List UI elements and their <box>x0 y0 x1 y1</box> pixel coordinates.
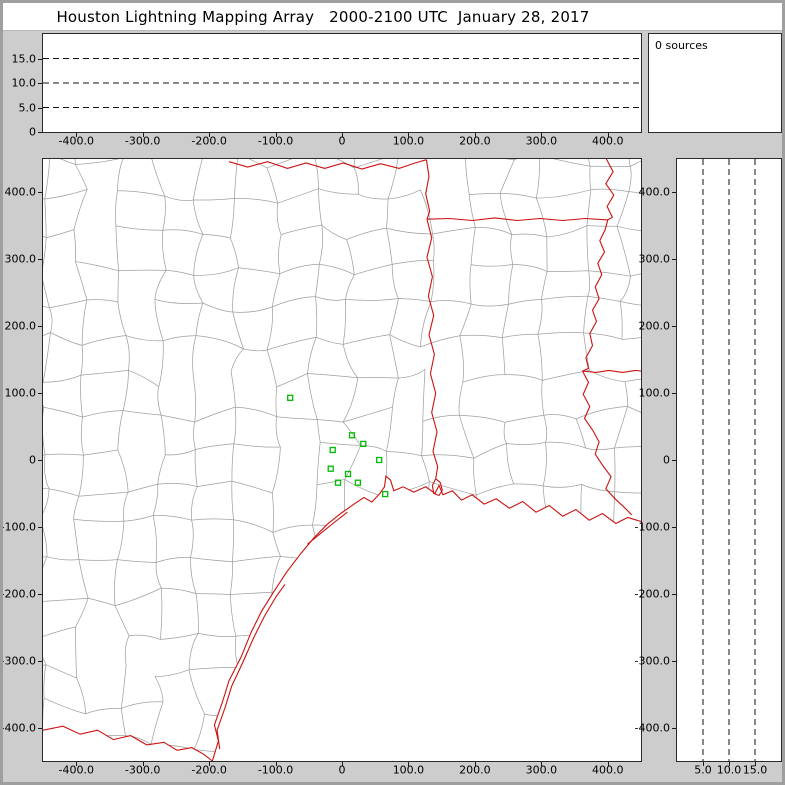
tick-label: 5.0 <box>694 763 712 777</box>
tick-label: 200.0 <box>459 134 491 148</box>
state-boundaries <box>43 159 641 761</box>
tick-mark <box>607 762 609 766</box>
tick-label: 10.0 <box>11 76 37 90</box>
tick-mark <box>672 326 676 328</box>
tick-mark <box>38 192 42 194</box>
tick-mark <box>38 259 42 261</box>
tick-mark <box>38 660 42 662</box>
tick-label: -300.0 <box>0 654 36 668</box>
tick-label: 200.0 <box>459 763 491 777</box>
tick-mark <box>541 133 543 137</box>
tick-label: -100.0 <box>634 520 670 534</box>
map-panel[interactable] <box>42 158 642 762</box>
map-plot <box>43 159 641 761</box>
tick-mark <box>672 660 676 662</box>
tick-mark <box>408 762 410 766</box>
tick-label: -200.0 <box>191 134 227 148</box>
altitude-ew-plot <box>43 58 641 108</box>
altitude-ns-panel[interactable] <box>676 158 782 762</box>
tick-label: 0 <box>663 453 670 467</box>
tick-label: 0 <box>29 453 36 467</box>
altitude-ew-panel[interactable] <box>42 33 642 133</box>
county-boundaries <box>43 159 641 761</box>
tick-mark <box>209 133 211 137</box>
tick-label: 100.0 <box>4 386 37 400</box>
tick-label: 400.0 <box>592 134 624 148</box>
tick-mark <box>408 133 410 137</box>
tick-label: -200.0 <box>634 587 670 601</box>
tick-mark <box>76 762 78 766</box>
tick-mark <box>209 762 211 766</box>
page-title: Houston Lightning Mapping Array 2000-210… <box>56 7 590 26</box>
tick-label: 100.0 <box>638 386 671 400</box>
tick-label: -400.0 <box>58 134 94 148</box>
tick-label: 200.0 <box>638 319 671 333</box>
tick-mark <box>275 133 277 137</box>
tick-mark <box>38 393 42 395</box>
tick-label: 200.0 <box>4 319 37 333</box>
tick-label: 0 <box>338 763 346 777</box>
tick-label: 0 <box>29 125 36 139</box>
tick-label: -100.0 <box>257 763 294 777</box>
tick-label: 100.0 <box>392 763 425 777</box>
tick-mark <box>38 460 42 461</box>
tick-mark <box>38 83 42 84</box>
tick-mark <box>474 133 476 137</box>
tick-mark <box>672 727 676 729</box>
tick-label: -200.0 <box>0 587 36 601</box>
tick-label: -200.0 <box>191 763 227 777</box>
tick-mark <box>672 593 676 595</box>
tick-mark <box>76 133 78 137</box>
sources-panel: 0 sources <box>648 33 782 133</box>
tick-label: 5.0 <box>18 101 37 114</box>
tick-label: 300.0 <box>638 252 671 266</box>
tick-label: -100.0 <box>0 520 36 534</box>
tick-mark <box>755 762 756 766</box>
tick-label: 400.0 <box>638 185 671 199</box>
tick-label: -400.0 <box>58 763 94 777</box>
sources-count-label: 0 sources <box>655 39 708 52</box>
tick-label: 15.0 <box>11 52 37 65</box>
tick-label: -100.0 <box>257 134 294 148</box>
tick-label: -300.0 <box>634 654 670 668</box>
tick-mark <box>541 762 543 766</box>
tick-label: 300.0 <box>4 252 37 266</box>
tick-mark <box>703 762 704 766</box>
tick-mark <box>672 393 676 395</box>
tick-label: 15.0 <box>742 763 768 777</box>
tick-mark <box>38 107 42 109</box>
tick-mark <box>474 762 476 766</box>
tick-label: 300.0 <box>525 763 558 777</box>
tick-mark <box>142 762 144 766</box>
tick-mark <box>38 593 42 595</box>
tick-mark <box>38 58 42 60</box>
tick-mark <box>672 192 676 194</box>
tick-mark <box>38 526 42 528</box>
tick-mark <box>342 762 343 766</box>
tick-mark <box>142 133 144 137</box>
tick-mark <box>38 326 42 328</box>
tick-label: -300.0 <box>124 134 161 148</box>
tick-mark <box>38 727 42 729</box>
tick-mark <box>672 460 676 461</box>
tick-mark <box>38 132 42 133</box>
tick-mark <box>342 133 343 137</box>
altitude-ns-plot <box>702 159 756 761</box>
station-markers <box>287 394 389 498</box>
tick-label: 400.0 <box>592 763 624 777</box>
tick-mark <box>672 526 676 528</box>
tick-label: 400.0 <box>4 185 37 199</box>
tick-label: -400.0 <box>0 721 36 735</box>
tick-mark <box>275 762 277 766</box>
tick-label: 0 <box>338 134 346 148</box>
title-band <box>3 3 782 31</box>
tick-label: -400.0 <box>634 721 670 735</box>
tick-label: 100.0 <box>392 134 425 148</box>
tick-label: 300.0 <box>525 134 558 148</box>
tick-mark <box>672 259 676 261</box>
tick-label: -300.0 <box>124 763 161 777</box>
tick-mark <box>607 133 609 137</box>
tick-label: 10.0 <box>716 763 742 777</box>
tick-mark <box>729 762 730 766</box>
